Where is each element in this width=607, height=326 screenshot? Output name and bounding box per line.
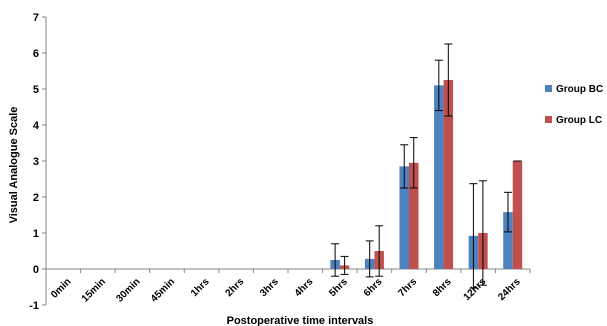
- y-tick-label: 1: [33, 228, 39, 240]
- bar: [503, 212, 513, 269]
- bar: [409, 162, 419, 269]
- y-tick-label: 6: [33, 48, 39, 60]
- x-tick-label: 4hrs: [293, 276, 316, 299]
- legend-label: Group LC: [556, 115, 602, 126]
- bar: [434, 85, 444, 270]
- y-tick-label: 4: [33, 120, 40, 132]
- x-tick-label: 30min: [114, 276, 142, 304]
- bar: [443, 80, 454, 269]
- x-tick-label: 2hrs: [224, 276, 247, 299]
- x-tick-label: 24hrs: [496, 276, 523, 303]
- x-axis: 0min 15min 30min 45min 1hrs 2hrs 3hrs 4hrs 5hrs 6…: [45, 268, 531, 305]
- x-tick-label: 3hrs: [258, 276, 281, 299]
- x-tick-label: 8hrs: [431, 276, 454, 299]
- legend-label: Group BC: [556, 84, 603, 95]
- legend: Group BC Group LC: [545, 84, 603, 126]
- y-tick-label: 3: [33, 156, 39, 168]
- bars: [330, 80, 523, 270]
- y-tick-label: 2: [33, 192, 39, 204]
- x-tick-label: 7hrs: [396, 276, 419, 299]
- x-tick-label: 1hrs: [189, 276, 212, 299]
- y-tick-label: 7: [33, 12, 39, 24]
- y-axis-title: Visual Analogue Scale: [8, 107, 20, 224]
- x-axis-title: Postoperative time intervals: [227, 315, 374, 326]
- x-tick-label: 6hrs: [362, 276, 385, 299]
- bar: [399, 166, 409, 269]
- bar: [512, 161, 523, 269]
- x-tick-label: 5hrs: [327, 276, 350, 299]
- x-tick-label: 12hrs: [462, 276, 489, 303]
- x-tick-label: 45min: [149, 276, 177, 304]
- y-tick-label: 5: [33, 84, 39, 96]
- y-tick-label: 0: [33, 264, 39, 276]
- y-axis: -1 0 1 2 3 4 5 6 7: [29, 12, 47, 312]
- x-tick-label: 0min: [49, 276, 73, 300]
- error-bars: [331, 43, 522, 289]
- legend-swatch: [545, 85, 552, 92]
- x-tick-label: 15min: [80, 276, 108, 304]
- y-tick-label: -1: [29, 300, 39, 312]
- legend-swatch: [545, 116, 552, 123]
